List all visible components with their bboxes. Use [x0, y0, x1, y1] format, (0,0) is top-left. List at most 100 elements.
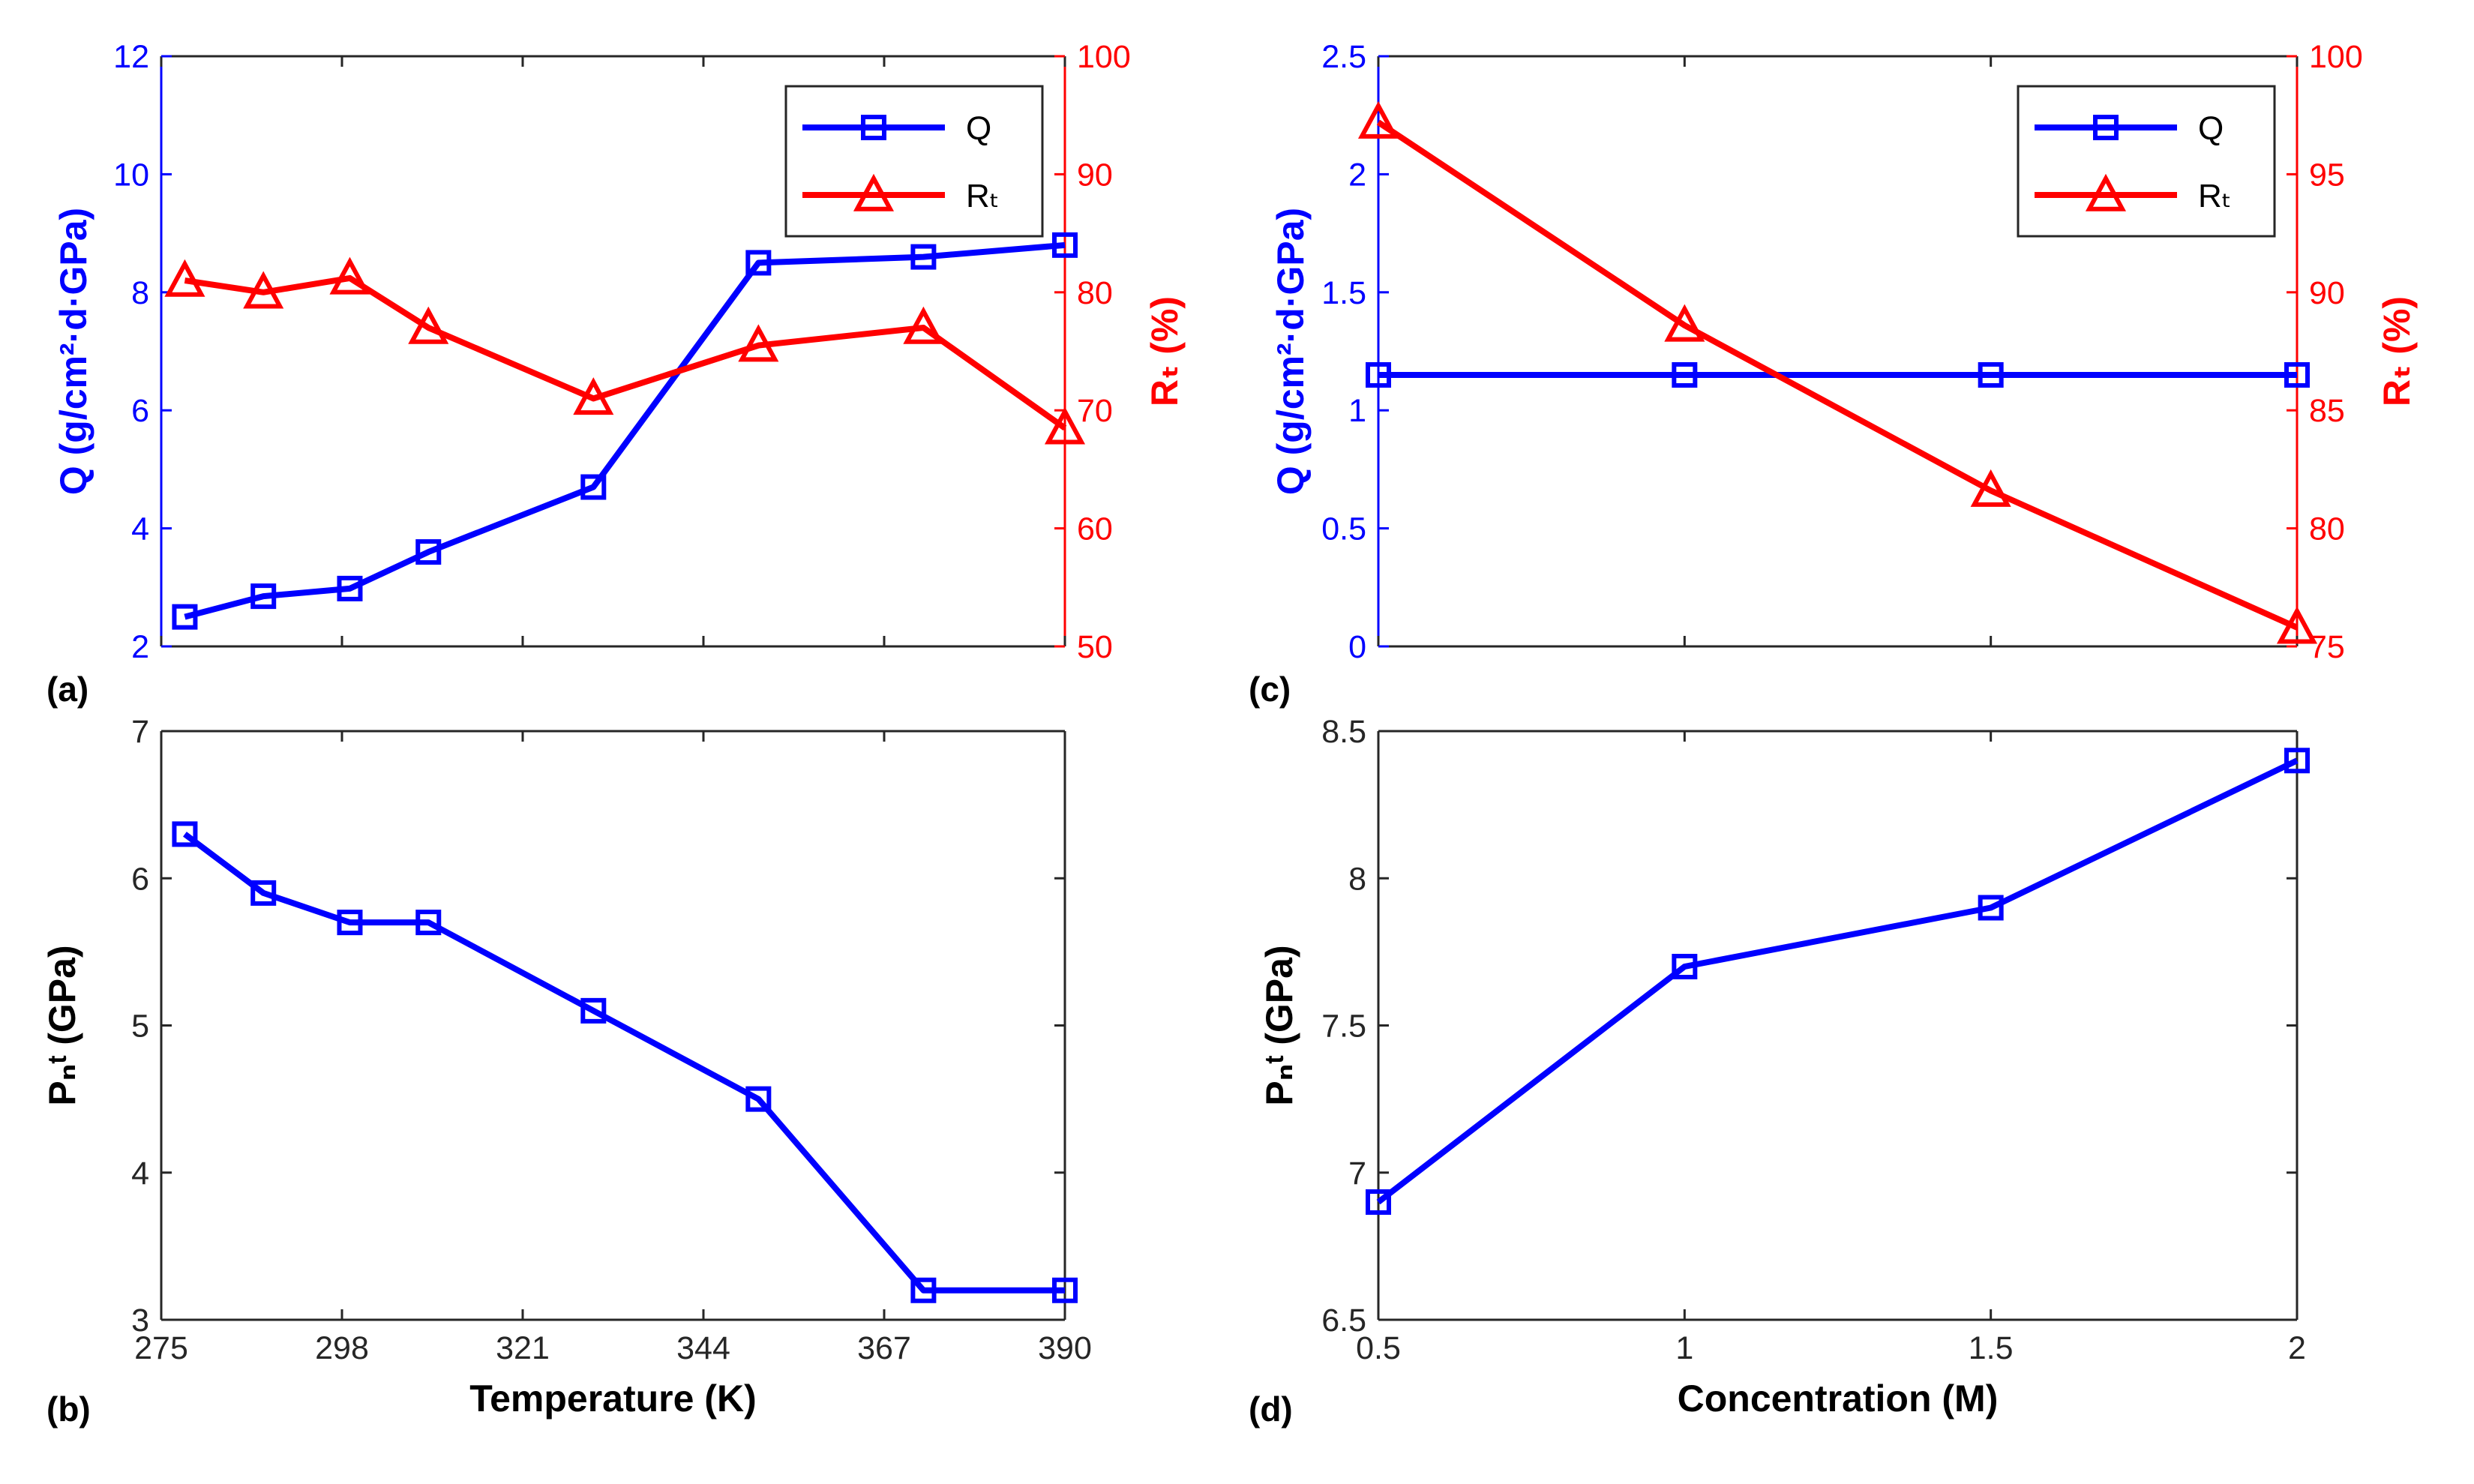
panel-label: (d) [1249, 1390, 1293, 1429]
legend-marker [2093, 115, 2119, 140]
data-point-square [1366, 361, 1391, 388]
panel-label: (b) [46, 1390, 91, 1429]
y-tick-label-right: 60 [1077, 511, 1113, 547]
data-point-triangle [243, 271, 284, 309]
legend-label: Q [966, 110, 991, 147]
data-point-triangle [408, 306, 449, 344]
x-tick-label: 1.5 [1969, 1330, 2014, 1366]
x-tick-label: 2 [2288, 1330, 2306, 1366]
y-tick-label-left: 6.5 [1321, 1303, 1366, 1339]
series-line-rt [1376, 119, 2299, 631]
y-tick-label-left: 8 [1348, 861, 1366, 897]
y-tick-label-right: 90 [1077, 157, 1113, 193]
y-tick-label-left: 8 [131, 275, 149, 311]
y-tick-label-left: 1 [1348, 393, 1366, 429]
y-tick-label-left: 6 [131, 393, 149, 429]
y-tick-label-left: 1.5 [1321, 275, 1366, 311]
y-tick-label-left: 7 [131, 714, 149, 750]
y-axis-label-right: Rₜ (%) [2376, 296, 2418, 406]
data-point-square [1978, 361, 2004, 388]
data-point-square [337, 910, 363, 936]
x-tick-label: 344 [676, 1330, 730, 1366]
y-tick-label-right: 75 [2309, 629, 2345, 665]
y-tick-label-left: 7.5 [1321, 1009, 1366, 1045]
data-point-triangle [1664, 304, 1705, 342]
data-point-square [1052, 232, 1078, 258]
x-axis-label: Temperature (K) [469, 1378, 756, 1420]
data-point-square [1052, 1277, 1078, 1303]
series-line-q [183, 832, 1065, 1294]
x-tick-label: 390 [1038, 1330, 1092, 1366]
legend-marker [861, 115, 886, 140]
data-point-square [580, 997, 607, 1024]
y-axis-label-left: Q (g/cm²·d·GPa) [52, 208, 94, 495]
y-tick-label-right: 90 [2309, 275, 2345, 311]
data-point-triangle [1357, 100, 1399, 139]
legend: Q Rₜ [784, 85, 1044, 238]
data-point-square [2284, 748, 2310, 774]
y-tick-label-right: 50 [1077, 629, 1113, 665]
y-tick-label-left: 4 [131, 1156, 149, 1192]
panel-a: 2 4 6 8 10 12 50 60 70 80 90 100 Q (g/cm²·d·GPa) Rₜ (… [46, 39, 1186, 709]
panel-label: (c) [1249, 670, 1291, 709]
y-tick-label-left: 3 [131, 1303, 149, 1339]
y-axis-label-left: Q (g/cm²·d·GPa) [1270, 208, 1312, 495]
data-point-triangle [2276, 606, 2318, 644]
data-point-square [1366, 1189, 1391, 1215]
data-point-square [415, 539, 442, 565]
data-point-triangle [164, 259, 205, 297]
x-tick-label: 298 [315, 1330, 369, 1366]
y-axis-label: Pₙᵗ (GPa) [41, 945, 83, 1105]
x-tick-label: 275 [134, 1330, 188, 1366]
y-tick-label-right: 100 [1077, 39, 1131, 75]
data-point-square [2284, 361, 2310, 388]
data-point-square [1978, 895, 2004, 921]
y-tick-label-left: 7 [1348, 1156, 1366, 1192]
panel-b: 275 298 321 344 367 390 3 4 5 6 7 Pₙᵗ (GPa) Temperat… [41, 714, 1092, 1429]
y-tick-label-left: 6 [131, 861, 149, 897]
data-point-square [910, 1277, 937, 1303]
data-point-square [250, 583, 277, 610]
x-tick-label: 367 [857, 1330, 911, 1366]
data-point-square [172, 821, 198, 847]
data-point-square [745, 1086, 772, 1112]
y-tick-label-left: 2 [131, 629, 149, 665]
x-tick-label: 0.5 [1356, 1330, 1401, 1366]
y-tick-label-right: 70 [1077, 393, 1113, 429]
legend-marker [853, 173, 895, 211]
y-tick-label-left: 4 [131, 511, 149, 547]
x-tick-label: 1 [1675, 1330, 1693, 1366]
data-point-triangle [738, 324, 779, 362]
data-point-square [415, 910, 442, 936]
data-point-triangle [903, 306, 944, 344]
data-point-square [172, 604, 198, 630]
y-tick-label-left: 0 [1348, 629, 1366, 665]
series-line-rt [184, 274, 1067, 431]
legend-marker [2085, 173, 2127, 211]
y-axis-label-right: Rₜ (%) [1144, 296, 1186, 406]
y-tick-label-right: 85 [2309, 393, 2345, 429]
y-tick-label-right: 80 [1077, 275, 1113, 311]
data-point-triangle [1970, 469, 2011, 507]
y-tick-label-right: 80 [2309, 511, 2345, 547]
data-point-square [250, 880, 277, 906]
data-point-triangle [1044, 406, 1086, 445]
series-line-q [1376, 757, 2299, 1205]
data-point-square [580, 474, 607, 500]
data-point-triangle [573, 377, 614, 415]
series-line-q [184, 241, 1066, 620]
legend-label: Rₜ [2198, 178, 2232, 214]
data-point-triangle [329, 256, 370, 295]
legend-box [784, 85, 1044, 238]
y-tick-label-left: 2.5 [1321, 39, 1366, 75]
data-point-square [910, 244, 937, 270]
panel-label: (a) [46, 670, 88, 709]
y-tick-label-right: 95 [2309, 157, 2345, 193]
legend: Q Rₜ [2017, 85, 2276, 238]
panel-d: 0.5 1 1.5 2 6.5 7 7.5 8 8.5 Pₙᵗ (GPa) Concentratio… [1249, 714, 2310, 1429]
y-axis-label: Pₙᵗ (GPa) [1258, 945, 1300, 1105]
y-tick-label-left: 10 [113, 157, 149, 193]
legend-box [2017, 85, 2276, 238]
x-tick-label: 321 [496, 1330, 550, 1366]
y-tick-label-left: 5 [131, 1009, 149, 1045]
